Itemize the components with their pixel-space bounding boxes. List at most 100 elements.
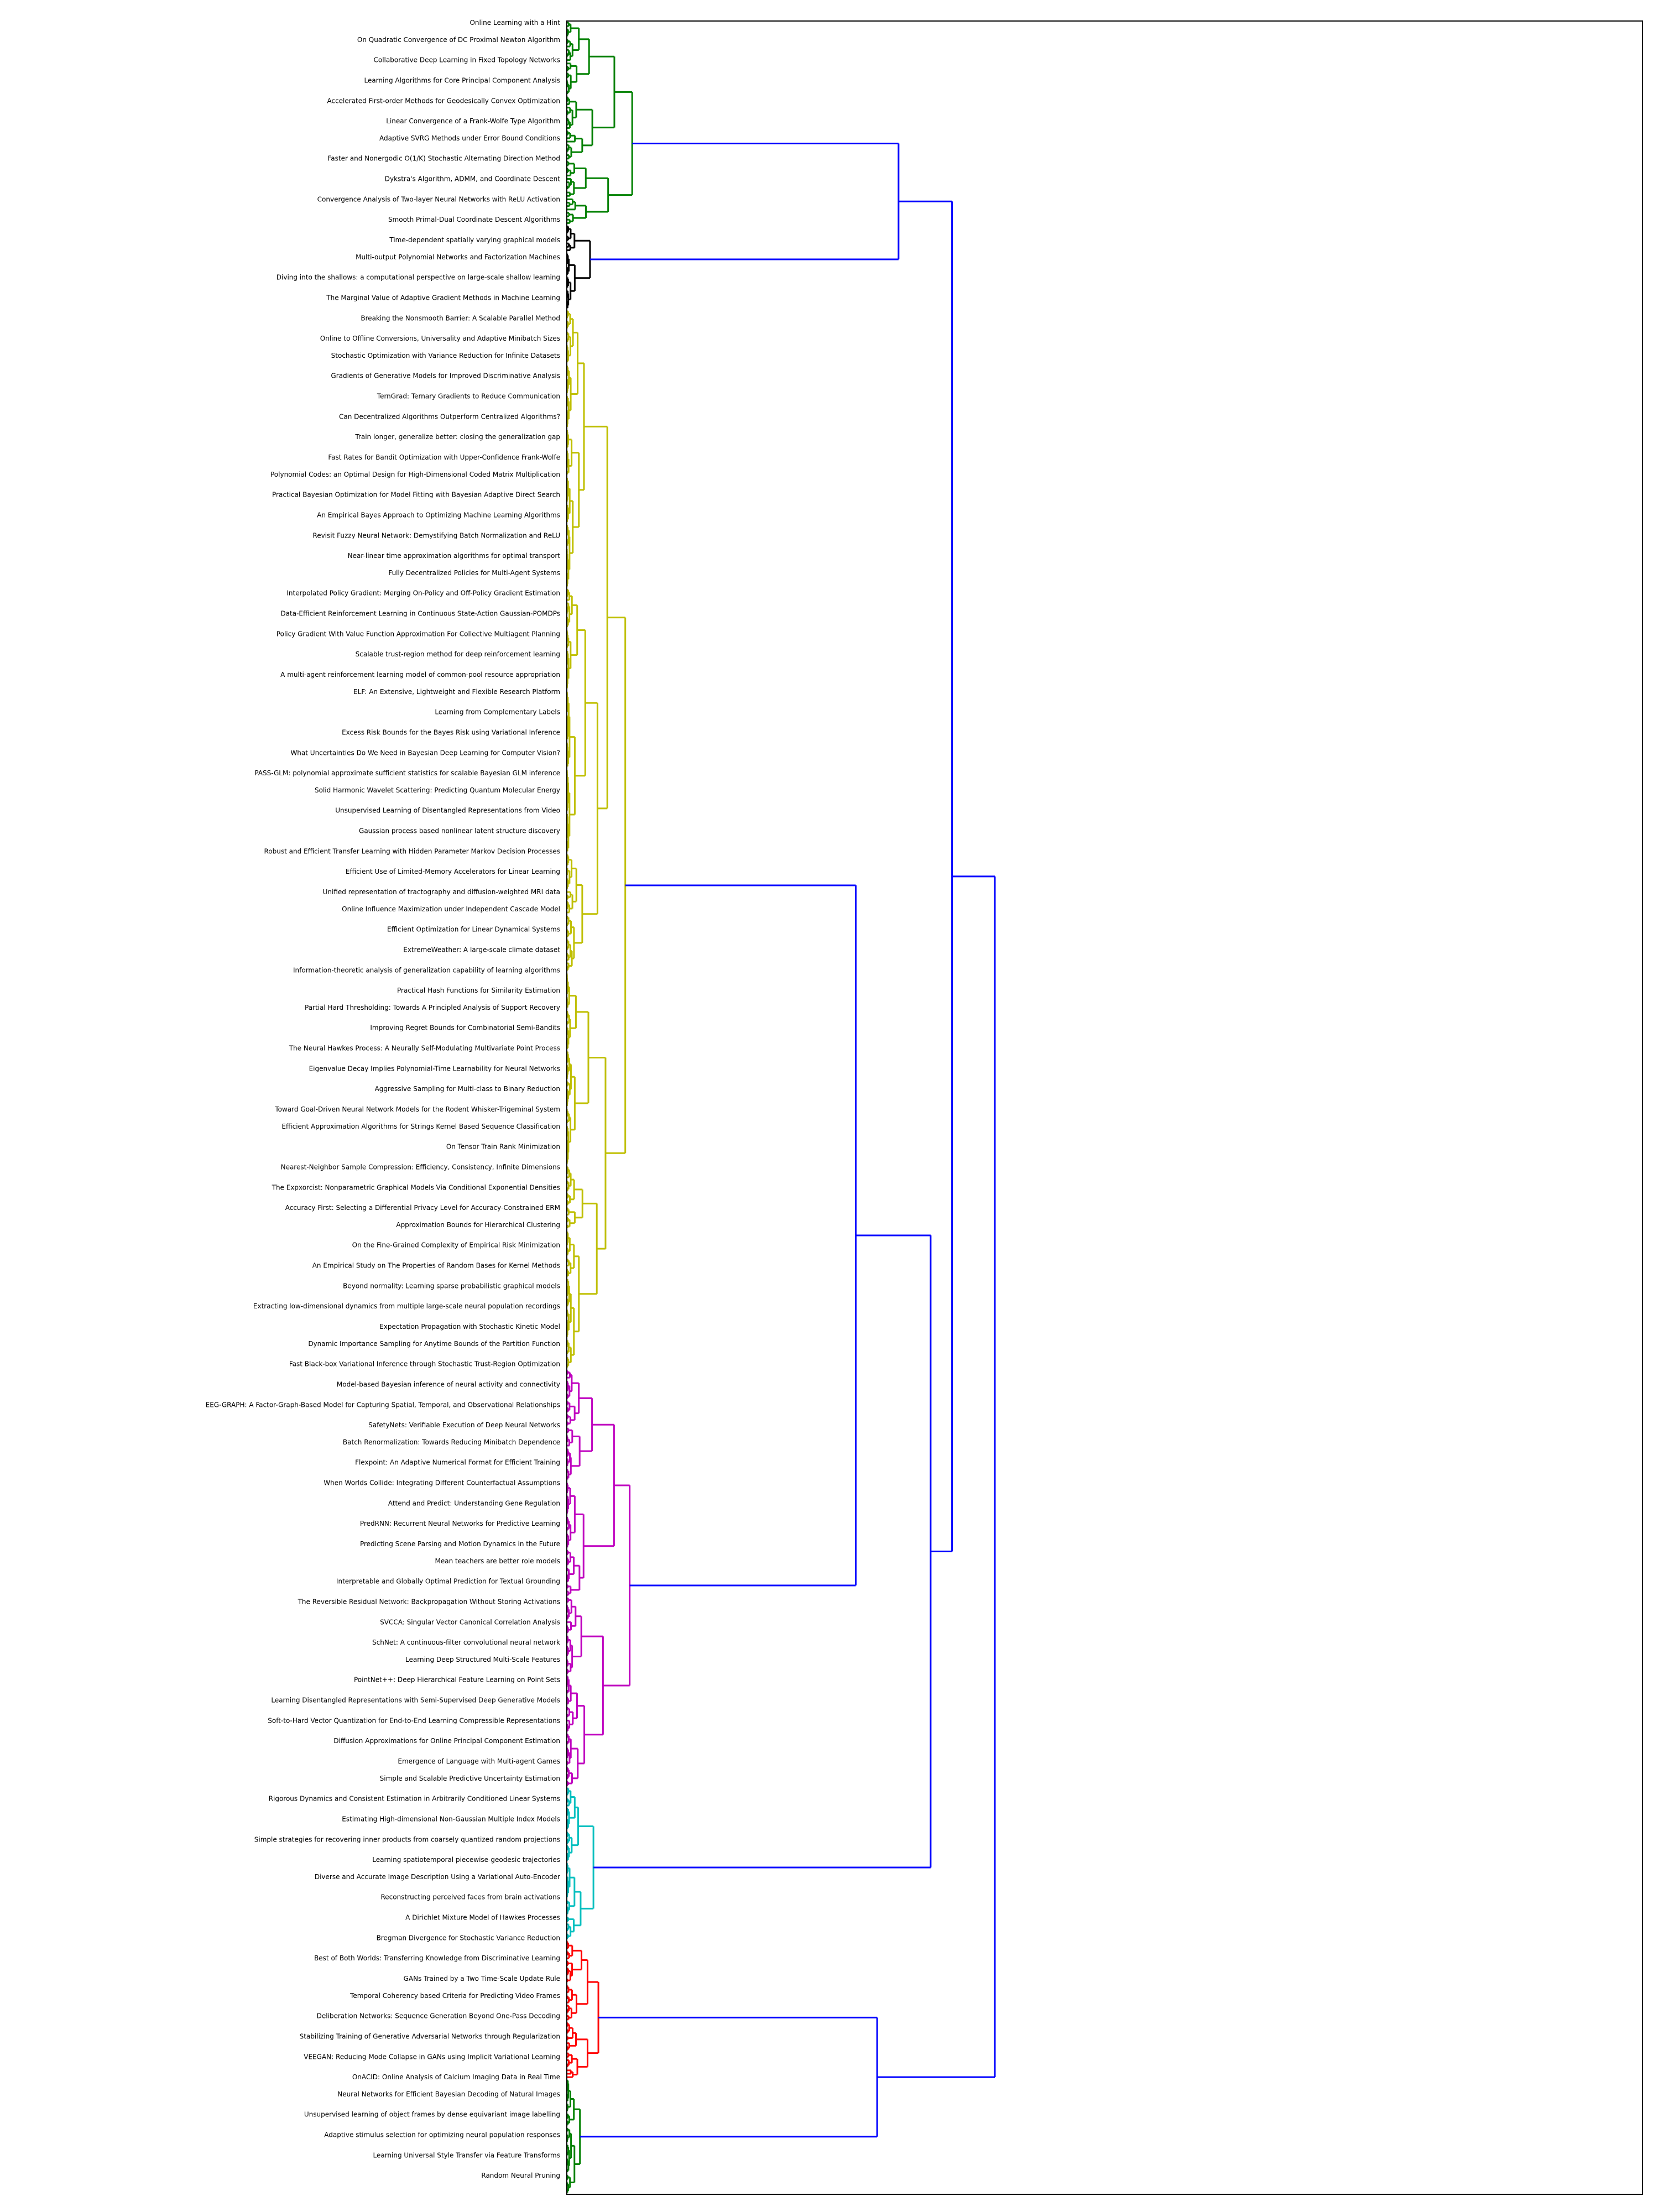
leaf-label: Online to Offline Conversions, Universal… — [320, 335, 560, 342]
leaf-label: Multi-output Polynomial Networks and Fac… — [356, 253, 560, 261]
leaf-label: SVCCA: Singular Vector Canonical Correla… — [380, 1618, 560, 1626]
leaf-label: On the Fine-Grained Complexity of Empiri… — [352, 1241, 560, 1249]
leaf-label: Time-dependent spatially varying graphic… — [389, 236, 560, 244]
leaf-label: Simple and Scalable Predictive Uncertain… — [380, 1775, 560, 1782]
leaf-label: Unified representation of tractography a… — [323, 888, 560, 896]
leaf-label: Attend and Predict: Understanding Gene R… — [388, 1499, 560, 1507]
leaf-label: On Tensor Train Rank Minimization — [446, 1143, 560, 1151]
leaf-label: Stabilizing Training of Generative Adver… — [300, 2032, 560, 2040]
leaf-label: Soft-to-Hard Vector Quantization for End… — [268, 1717, 560, 1724]
leaf-label: Learning from Complementary Labels — [435, 708, 560, 716]
leaf-label: GANs Trained by a Two Time-Scale Update … — [404, 1975, 560, 1983]
leaf-label: Convergence Analysis of Two-layer Neural… — [317, 195, 560, 203]
leaf-label: Deliberation Networks: Sequence Generati… — [317, 2012, 560, 2020]
leaf-label: Predicting Scene Parsing and Motion Dyna… — [360, 1540, 560, 1548]
leaf-label: Accuracy First: Selecting a Differential… — [285, 1204, 560, 1212]
leaf-label: Beyond normality: Learning sparse probab… — [343, 1282, 560, 1290]
leaf-label: When Worlds Collide: Integrating Differe… — [324, 1479, 560, 1487]
leaf-label: Learning Deep Structured Multi-Scale Fea… — [405, 1656, 560, 1663]
leaf-label: Excess Risk Bounds for the Bayes Risk us… — [342, 728, 560, 736]
leaf-label: An Empirical Bayes Approach to Optimizin… — [317, 511, 560, 519]
leaf-label: Expectation Propagation with Stochastic … — [379, 1323, 560, 1331]
leaf-label: Collaborative Deep Learning in Fixed Top… — [374, 56, 561, 64]
leaf-labels: Online Learning with a Hint On Quadratic … — [206, 19, 561, 2179]
leaf-label: SafetyNets: Verifiable Execution of Deep… — [368, 1421, 560, 1429]
leaf-label: Temporal Coherency based Criteria for Pr… — [349, 1992, 560, 2000]
leaf-label: Estimating High-dimensional Non-Gaussian… — [342, 1815, 560, 1823]
leaf-label: Emergence of Language with Multi-agent G… — [398, 1757, 560, 1765]
leaf-label: ExtremeWeather: A large-scale climate da… — [403, 946, 560, 953]
leaf-label: Simple strategies for recovering inner p… — [254, 1835, 560, 1843]
leaf-label: What Uncertainties Do We Need in Bayesia… — [290, 749, 560, 757]
leaf-label: An Empirical Study on The Properties of … — [312, 1262, 560, 1270]
leaf-label: Train longer, generalize better: closing… — [354, 433, 560, 441]
leaf-label: Interpolated Policy Gradient: Merging On… — [286, 589, 560, 597]
dendrogram-links — [566, 22, 996, 2194]
leaf-label: Diverse and Accurate Image Description U… — [315, 1873, 560, 1881]
leaf-label: Gaussian process based nonlinear latent … — [359, 827, 560, 835]
leaf-label: Policy Gradient With Value Function Appr… — [276, 630, 560, 638]
leaf-label: Revisit Fuzzy Neural Network: Demystifyi… — [312, 531, 560, 539]
leaf-label: Extracting low-dimensional dynamics from… — [253, 1302, 560, 1310]
leaf-label: PredRNN: Recurrent Neural Networks for P… — [360, 1520, 560, 1527]
leaf-label: Toward Goal-Driven Neural Network Models… — [274, 1105, 560, 1113]
leaf-label: The Neural Hawkes Process: A Neurally Se… — [289, 1045, 560, 1052]
leaf-label: Diving into the shallows: a computationa… — [276, 274, 560, 281]
leaf-label: Fast Rates for Bandit Optimization with … — [328, 453, 560, 461]
leaf-label: Reconstructing perceived faces from brai… — [380, 1893, 560, 1901]
leaf-label: Dynamic Importance Sampling for Anytime … — [308, 1340, 560, 1348]
leaf-label: Learning Universal Style Transfer via Fe… — [373, 2151, 560, 2159]
leaf-label: Interpretable and Globally Optimal Predi… — [336, 1578, 560, 1585]
leaf-label: Breaking the Nonsmooth Barrier: A Scalab… — [361, 314, 560, 322]
leaf-label: Random Neural Pruning — [481, 2172, 560, 2179]
leaf-label: Adaptive SVRG Methods under Error Bound … — [379, 134, 560, 142]
leaf-label: EEG-GRAPH: A Factor-Graph-Based Model fo… — [206, 1401, 560, 1408]
leaf-label: Partial Hard Thresholding: Towards A Pri… — [305, 1004, 560, 1011]
leaf-label: Flexpoint: An Adaptive Numerical Format … — [355, 1459, 560, 1467]
leaf-label: Data-Efficient Reinforcement Learning in… — [280, 610, 560, 618]
leaf-label: ELF: An Extensive, Lightweight and Flexi… — [353, 688, 560, 696]
leaf-label: Faster and Nonergodic O(1/K) Stochastic … — [328, 155, 561, 163]
leaf-label: Learning Disentangled Representations wi… — [271, 1697, 560, 1704]
leaf-label: Aggressive Sampling for Multi-class to B… — [375, 1085, 560, 1093]
leaf-label: PointNet++: Deep Hierarchical Feature Le… — [354, 1676, 560, 1684]
leaf-label: Efficient Approximation Algorithms for S… — [281, 1123, 560, 1130]
leaf-label: VEEGAN: Reducing Mode Collapse in GANs u… — [304, 2053, 560, 2060]
leaf-label: Can Decentralized Algorithms Outperform … — [339, 413, 560, 420]
leaf-label: Nearest-Neighbor Sample Compression: Eff… — [281, 1163, 560, 1171]
leaf-label: Model-based Bayesian inference of neural… — [337, 1380, 560, 1388]
leaf-label: Practical Hash Functions for Similarity … — [397, 987, 560, 994]
leaf-label: SchNet: A continuous-filter convolutiona… — [372, 1639, 560, 1646]
leaf-label: Information-theoretic analysis of genera… — [293, 966, 560, 974]
leaf-label: OnACID: Online Analysis of Calcium Imagi… — [352, 2073, 560, 2081]
leaf-label: Rigorous Dynamics and Consistent Estimat… — [269, 1795, 560, 1803]
leaf-label: Learning Algorithms for Core Principal C… — [364, 76, 560, 84]
leaf-label: Practical Bayesian Optimization for Mode… — [272, 491, 560, 499]
leaf-label: Gradients of Generative Models for Impro… — [331, 372, 560, 380]
leaf-label: Efficient Optimization for Linear Dynami… — [387, 926, 560, 933]
leaf-label: Online Influence Maximization under Inde… — [342, 905, 560, 913]
leaf-label: Neural Networks for Efficient Bayesian D… — [337, 2090, 560, 2098]
leaf-label: Fast Black-box Variational Inference thr… — [289, 1360, 560, 1368]
leaf-label: Polynomial Codes: an Optimal Design for … — [270, 471, 560, 478]
leaf-label: Stochastic Optimization with Variance Re… — [331, 352, 560, 359]
leaf-label: Eigenvalue Decay Implies Polynomial-Time… — [309, 1065, 560, 1072]
leaf-label: Linear Convergence of a Frank-Wolfe Type… — [386, 117, 560, 125]
leaf-label: Near-linear time approximation algorithm… — [348, 552, 561, 560]
leaf-label: TernGrad: Ternary Gradients to Reduce Co… — [377, 393, 560, 400]
leaf-label: Mean teachers are better role models — [435, 1557, 560, 1565]
leaf-label: Solid Harmonic Wavelet Scattering: Predi… — [315, 786, 560, 794]
leaf-label: Unsupervised Learning of Disentangled Re… — [335, 807, 560, 815]
leaf-label: Smooth Primal-Dual Coordinate Descent Al… — [388, 216, 560, 223]
leaf-label: Accelerated First-order Methods for Geod… — [327, 97, 560, 105]
leaf-label: Bregman Divergence for Stochastic Varian… — [377, 1934, 560, 1942]
leaf-label: On Quadratic Convergence of DC Proximal … — [357, 36, 560, 44]
leaf-label: Efficient Use of Limited-Memory Accelera… — [346, 868, 560, 875]
leaf-label: Robust and Efficient Transfer Learning w… — [264, 847, 560, 855]
leaf-label: Approximation Bounds for Hierarchical Cl… — [396, 1221, 560, 1229]
leaf-label: Online Learning with a Hint — [469, 19, 560, 27]
leaf-label: Adaptive stimulus selection for optimizi… — [324, 2131, 560, 2139]
leaf-label: A multi-agent reinforcement learning mod… — [280, 671, 560, 679]
plot-frame — [566, 20, 1643, 2195]
leaf-label: Best of Both Worlds: Transferring Knowle… — [314, 1954, 560, 1962]
